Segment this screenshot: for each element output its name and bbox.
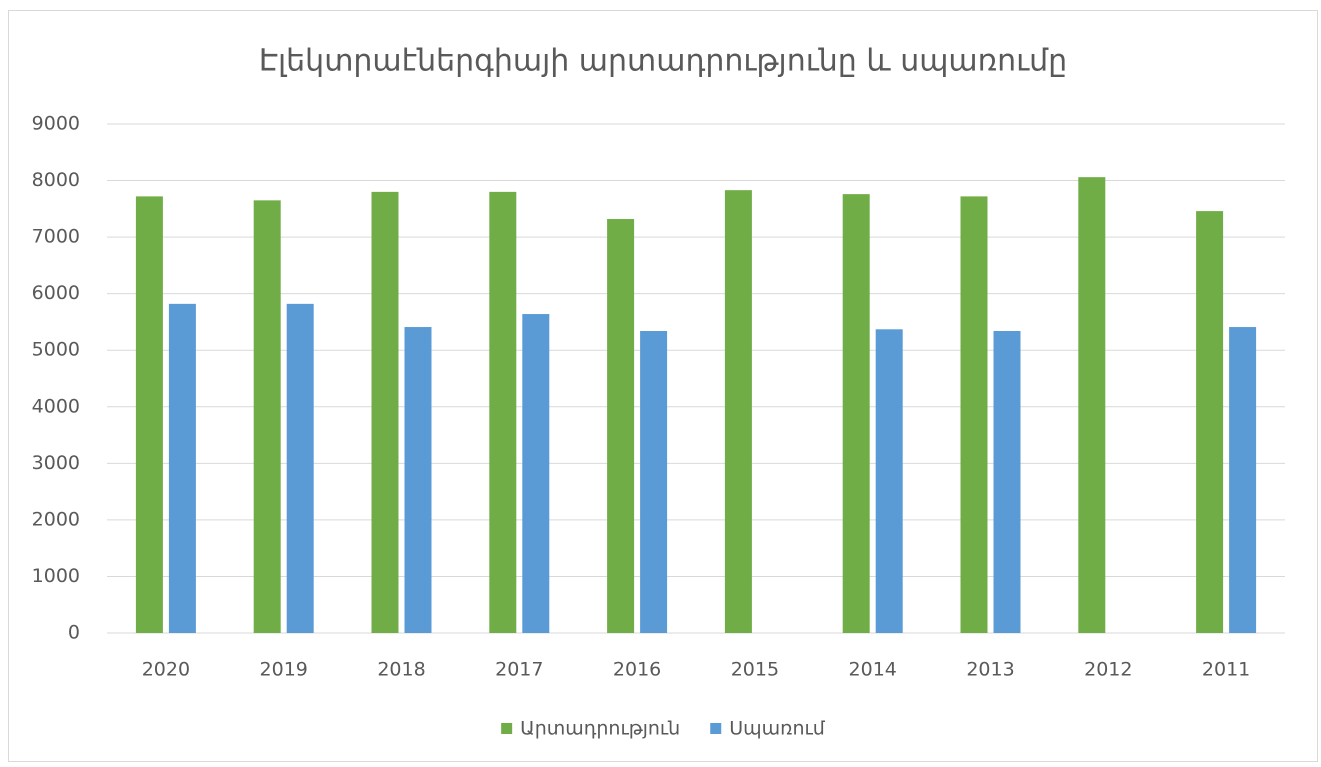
bar: [1196, 211, 1224, 633]
legend-swatch: [501, 723, 513, 734]
x-tick-label: 2011: [1202, 659, 1250, 681]
bar: [253, 200, 281, 633]
x-tick-label: 2012: [1084, 659, 1132, 681]
bar: [640, 330, 668, 633]
x-tick-label: 2013: [966, 659, 1014, 681]
y-tick-label: 2000: [32, 508, 80, 530]
y-tick-label: 6000: [32, 282, 80, 304]
x-tick-label: 2020: [142, 659, 190, 681]
x-tick-label: 2017: [495, 659, 543, 681]
bar: [371, 191, 399, 633]
bar: [168, 303, 196, 633]
x-tick-label: 2014: [849, 659, 897, 681]
y-tick-label: 8000: [32, 169, 80, 191]
bar: [404, 327, 432, 633]
x-tick-label: 2018: [377, 659, 425, 681]
bar: [1229, 327, 1257, 633]
y-tick-label: 1000: [32, 565, 80, 587]
bar: [522, 314, 550, 633]
y-tick-label: 7000: [32, 226, 80, 248]
x-tick-label: 2016: [613, 659, 661, 681]
y-tick-label: 9000: [32, 113, 80, 135]
bar: [1078, 177, 1106, 633]
bar: [875, 329, 903, 633]
legend-label: Սպառում: [729, 718, 826, 740]
bar: [607, 219, 635, 633]
bar: [489, 191, 517, 633]
y-tick-label: 0: [68, 622, 80, 644]
bar: [135, 196, 163, 633]
y-tick-label: 3000: [32, 452, 80, 474]
bar: [724, 190, 752, 634]
x-tick-label: 2015: [731, 659, 779, 681]
bar: [286, 303, 314, 633]
bar: [960, 196, 988, 633]
x-tick-label: 2019: [260, 659, 308, 681]
legend-label: Արտադրություն: [520, 718, 680, 740]
y-tick-label: 5000: [32, 339, 80, 361]
bar: [842, 194, 870, 633]
legend-swatch: [710, 723, 722, 734]
chart-title: Էլեկտրաէներգիայի արտադրությունը և սպառու…: [259, 44, 1067, 79]
bar: [993, 330, 1021, 633]
y-tick-label: 4000: [32, 395, 80, 417]
